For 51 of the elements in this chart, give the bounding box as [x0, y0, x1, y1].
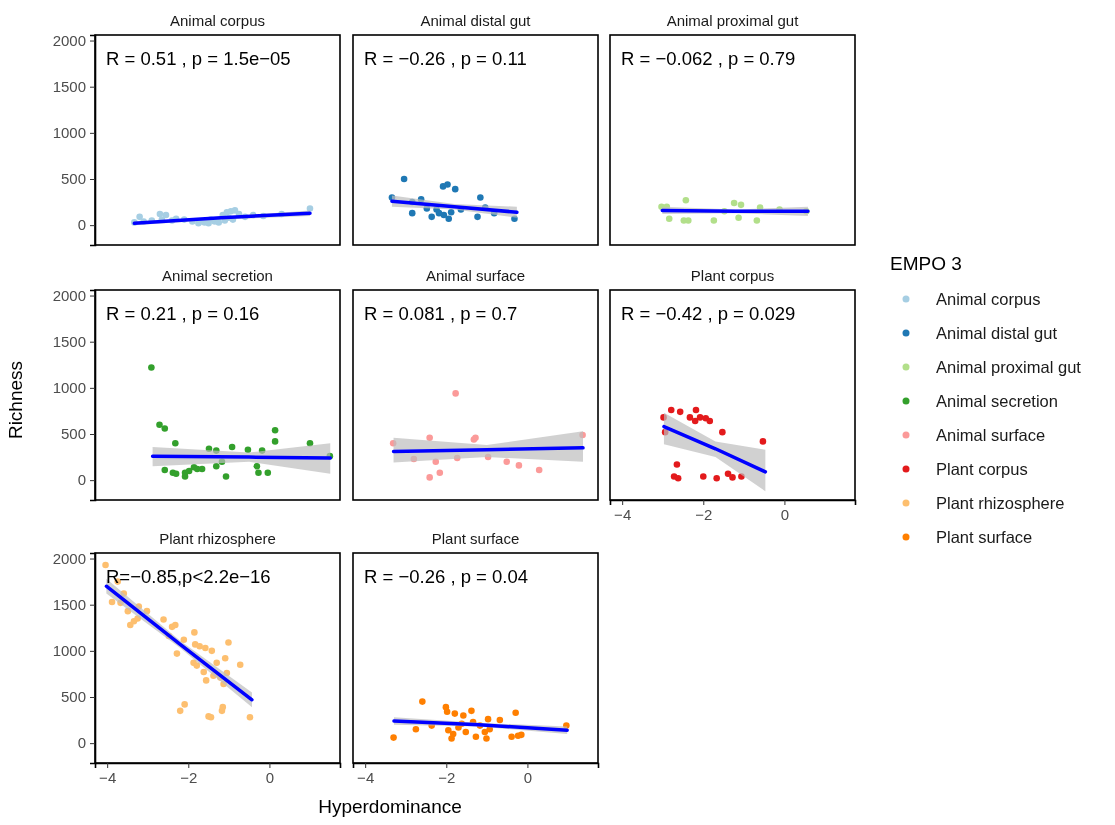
chart-title: Plant corpus [690, 267, 775, 284]
annotation: R = −0.26 , p = 0.11 [364, 48, 527, 69]
chart-title: Animal distal gut [420, 12, 532, 29]
y-tick-label: 0 [77, 734, 86, 752]
y-tick-label: 2000 [52, 549, 86, 567]
x-tick-label: −4 [99, 768, 117, 786]
annotation: R = −0.062 , p = 0.79 [621, 48, 796, 69]
annotation: R = 0.51 , p = 1.5e−05 [106, 48, 291, 69]
x-tick-label: −2 [695, 505, 713, 523]
y-tick-label: 1000 [52, 379, 86, 397]
x-tick-label: −4 [357, 768, 375, 786]
chart-title: Animal corpus [169, 12, 266, 29]
y-tick-label: 500 [60, 688, 86, 706]
legend-title: EMPO 3 [890, 253, 962, 274]
chart-title: Animal surface [425, 267, 526, 284]
annotation: R = −0.42 , p = 0.029 [621, 303, 796, 324]
legend-label: Animal proximal gut [936, 358, 1082, 376]
legend-label: Plant surface [936, 528, 1033, 546]
y-tick-label: 1500 [52, 595, 86, 613]
chart-title: Animal secretion [162, 267, 273, 284]
y-tick-label: 1500 [52, 77, 86, 95]
y-tick-label: 0 [77, 216, 86, 234]
legend-label: Animal surface [936, 426, 1046, 444]
x-tick-label: −2 [438, 768, 456, 786]
y-tick-label: 1500 [52, 332, 86, 350]
legend-label: Plant corpus [936, 460, 1028, 478]
annotation: R = 0.21 , p = 0.16 [106, 303, 260, 324]
legend-label: Animal distal gut [936, 324, 1058, 342]
y-tick-label: 500 [60, 425, 86, 443]
legend-label: Animal secretion [936, 392, 1058, 410]
chart-title: Plant rhizosphere [159, 530, 276, 547]
annotation: R = −0.26 , p = 0.04 [364, 566, 529, 587]
legend-label: Animal corpus [936, 290, 1041, 308]
annotation: R=−0.85,p<2.2e−16 [106, 566, 271, 587]
x-axis-title: Hyperdominance [318, 796, 462, 817]
x-tick-label: −4 [614, 505, 632, 523]
y-tick-label: 2000 [52, 31, 86, 49]
legend-label: Plant rhizosphere [936, 494, 1065, 512]
annotation: R = 0.081 , p = 0.7 [364, 303, 518, 324]
y-tick-label: 1000 [52, 124, 86, 142]
y-axis-title: Richness [5, 360, 26, 440]
y-tick-label: 0 [77, 471, 86, 489]
y-tick-label: 1000 [52, 642, 86, 660]
x-tick-label: 0 [523, 768, 533, 786]
y-tick-label: 2000 [52, 286, 86, 304]
chart-title: Animal proximal gut [666, 12, 800, 29]
chart-title: Plant surface [431, 530, 520, 547]
x-tick-label: 0 [780, 505, 790, 523]
x-tick-label: −2 [180, 768, 198, 786]
x-tick-label: 0 [265, 768, 275, 786]
y-tick-label: 500 [60, 170, 86, 188]
